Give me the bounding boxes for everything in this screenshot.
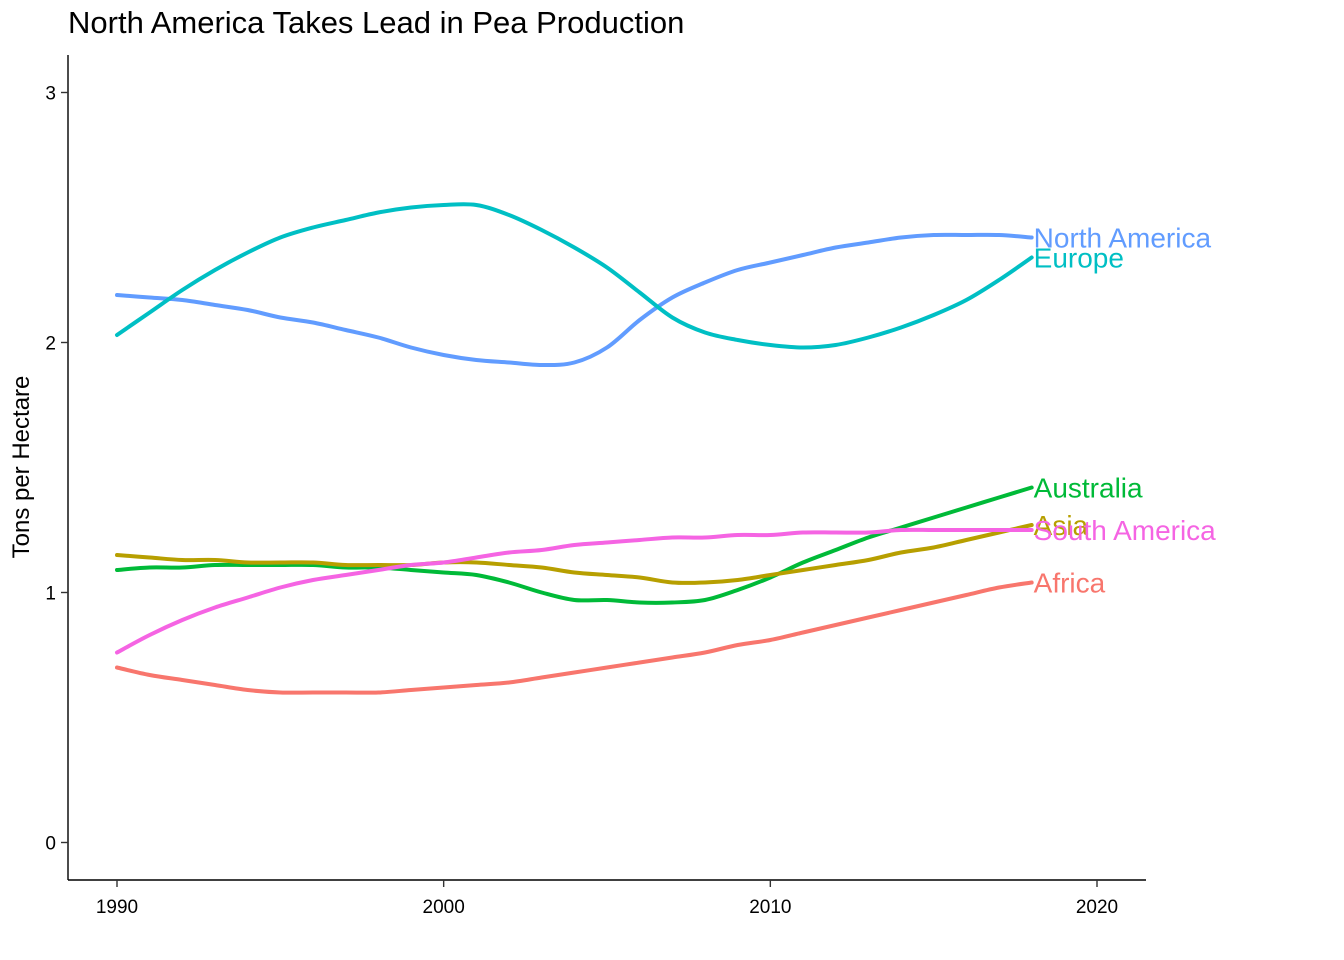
x-tick-label: 1990 xyxy=(96,897,138,918)
y-tick-label: 0 xyxy=(45,834,56,855)
series-label-europe: Europe xyxy=(1034,243,1124,274)
series-label-south-america: South America xyxy=(1034,515,1217,546)
series-line-asia xyxy=(115,523,1034,585)
series-label-australia: Australia xyxy=(1034,473,1143,504)
y-tick-label: 1 xyxy=(45,584,56,605)
chart-title: North America Takes Lead in Pea Producti… xyxy=(68,5,684,40)
series-line-australia xyxy=(115,485,1034,605)
series-line-north-america xyxy=(115,232,1034,368)
y-tick-label: 3 xyxy=(45,84,56,105)
x-tick-label: 2000 xyxy=(423,897,465,918)
x-tick-label: 2010 xyxy=(749,897,791,918)
series-label-asia: Asia xyxy=(1034,510,1089,541)
series-line-south-america xyxy=(115,527,1034,655)
x-tick-label: 2020 xyxy=(1076,897,1118,918)
y-tick-label: 2 xyxy=(45,334,56,355)
series-lines xyxy=(115,202,1034,695)
y-axis-title: Tons per Hectare xyxy=(8,376,35,559)
series-label-north-america: North America xyxy=(1034,223,1212,254)
axes: 0 1 2 3 1990 2000 2010 2020 xyxy=(45,55,1146,918)
series-line-europe xyxy=(115,202,1034,350)
series-line-africa xyxy=(115,580,1034,695)
series-label-africa: Africa xyxy=(1034,568,1106,599)
